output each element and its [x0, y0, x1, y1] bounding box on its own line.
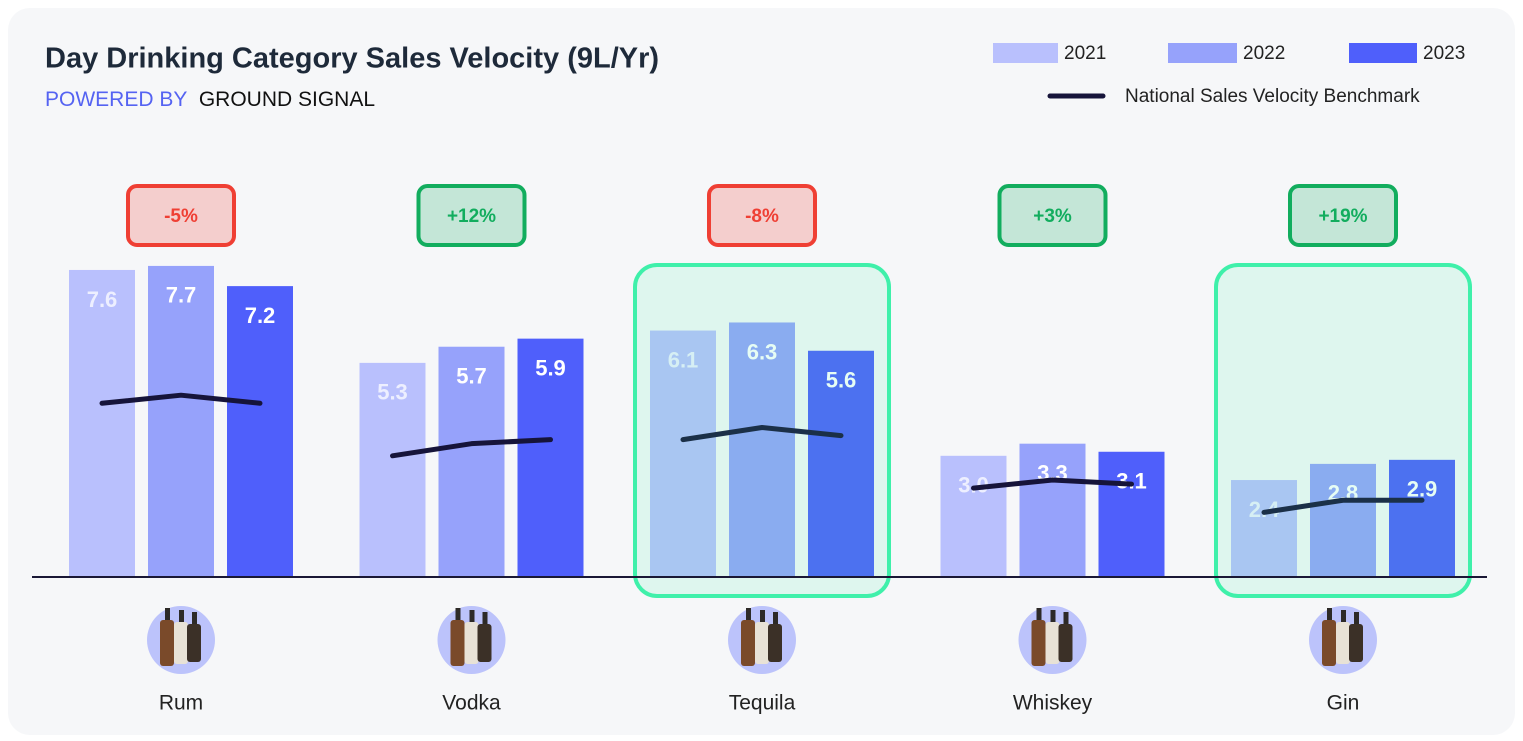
bottle-body: [477, 624, 492, 662]
bottle-neck: [1036, 608, 1042, 620]
bar-value-label: 5.6: [826, 368, 857, 393]
chart-title: Day Drinking Category Sales Velocity (9L…: [45, 43, 659, 75]
bar-value-label: 6.3: [747, 339, 778, 364]
change-badge: [126, 184, 236, 247]
bottle-body: [1322, 620, 1336, 666]
bottle-neck: [482, 612, 488, 624]
bar: [148, 265, 214, 577]
category-icon: [1018, 606, 1087, 674]
bar-value-label: 7.2: [245, 303, 276, 328]
change-label: +19%: [1318, 206, 1367, 227]
brand: GROUND SIGNAL: [199, 88, 375, 111]
change-badge: [707, 184, 817, 247]
category-icon: [1309, 606, 1377, 674]
bar-value-label: 7.6: [87, 287, 118, 312]
bottle-neck: [469, 610, 475, 622]
bottle-body: [464, 622, 479, 664]
change-label: -5%: [164, 206, 198, 227]
bottle-body: [1058, 624, 1073, 662]
bottle-body: [768, 624, 782, 662]
bar: [69, 269, 135, 577]
highlight-box: [633, 263, 891, 598]
bottle-body: [450, 620, 465, 666]
category-icon: [437, 606, 506, 674]
legend-swatch: [1168, 43, 1237, 63]
benchmark-line: [390, 437, 553, 459]
x-tick-label: Rum: [159, 692, 203, 715]
bottle-body: [187, 624, 201, 662]
legend-label: 2023: [1423, 43, 1465, 64]
bottle-body: [174, 622, 188, 664]
benchmark-line: [99, 392, 263, 406]
bottle-neck: [773, 612, 778, 624]
bar: [1098, 451, 1165, 577]
bottle-body: [160, 620, 174, 666]
change-badge: [416, 184, 527, 247]
change-label: +12%: [447, 206, 496, 227]
category-icon: [728, 606, 796, 674]
bar-value-label: 5.3: [377, 380, 408, 405]
bar-value-label: 5.9: [535, 355, 566, 380]
bottle-neck: [1341, 610, 1346, 622]
category-icon: [147, 606, 215, 674]
benchmark-line: [971, 477, 1134, 491]
bar: [1389, 459, 1455, 577]
bottle-body: [741, 620, 755, 666]
x-tick-label: Tequila: [729, 692, 796, 715]
change-label: -8%: [745, 206, 779, 227]
bar-value-label: 7.7: [166, 283, 197, 308]
highlight-box: [1214, 263, 1472, 598]
bar-value-label: 2.9: [1407, 477, 1438, 502]
bar: [517, 338, 584, 577]
bottle-neck: [192, 612, 197, 624]
bar: [1019, 443, 1086, 577]
bottle-neck: [1327, 608, 1332, 620]
benchmark-line: [680, 425, 844, 443]
bottle-body: [1349, 624, 1363, 662]
change-label: +3%: [1033, 206, 1072, 227]
subtitle-label: POWERED BY: [45, 88, 187, 111]
bottle-body: [1045, 622, 1060, 664]
benchmark-line: [1261, 497, 1425, 515]
x-tick-label: Whiskey: [1013, 692, 1093, 715]
bar: [1310, 463, 1376, 577]
legend-label: 2021: [1064, 43, 1106, 64]
bar: [359, 362, 426, 577]
bar: [438, 346, 505, 577]
bar: [808, 350, 874, 577]
bottle-neck: [746, 608, 751, 620]
bottle-neck: [455, 608, 461, 620]
change-badge: [1288, 184, 1398, 247]
bar: [1231, 480, 1297, 577]
change-badge: [997, 184, 1108, 247]
chart-subtitle: POWERED BY GROUND SIGNAL: [45, 88, 375, 111]
bottle-body: [1336, 622, 1350, 664]
bar: [729, 322, 795, 577]
bottle-neck: [1050, 610, 1056, 622]
bottle-neck: [760, 610, 765, 622]
bar-value-label: 6.1: [668, 347, 699, 372]
bottle-body: [755, 622, 769, 664]
bar: [227, 286, 293, 577]
legend-label: National Sales Velocity Benchmark: [1125, 86, 1420, 107]
legend-label: 2022: [1243, 43, 1285, 64]
bar: [650, 330, 716, 577]
legend-swatch: [1349, 43, 1417, 63]
bottle-neck: [1063, 612, 1069, 624]
bottle-neck: [165, 608, 170, 620]
bar-value-label: 5.7: [456, 364, 487, 389]
legend-swatch: [993, 43, 1058, 63]
bottle-neck: [1354, 612, 1359, 624]
bottle-body: [1031, 620, 1046, 666]
x-tick-label: Gin: [1327, 692, 1360, 715]
bar: [940, 455, 1007, 577]
bottle-neck: [179, 610, 184, 622]
x-tick-label: Vodka: [442, 692, 501, 715]
